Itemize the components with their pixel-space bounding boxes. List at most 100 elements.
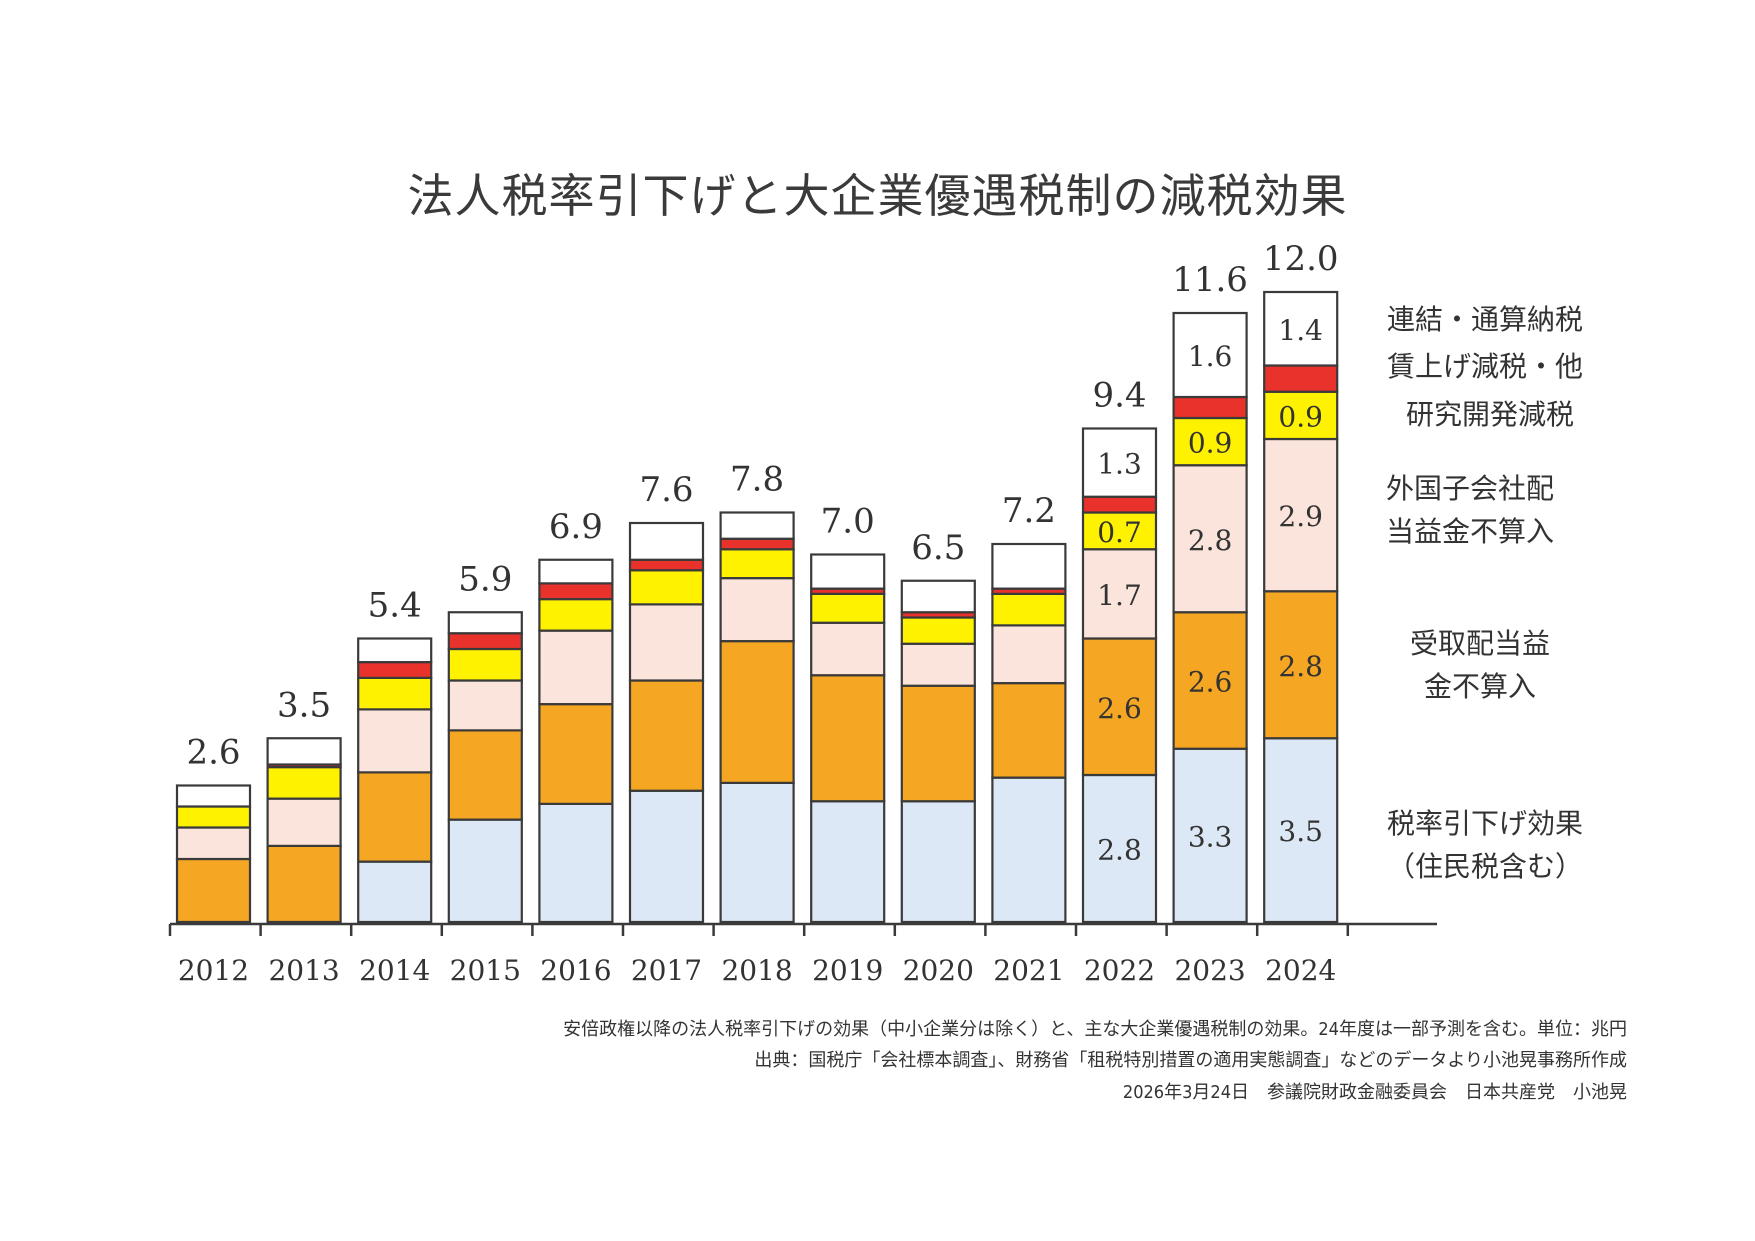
x-tick-label-2018: 2018 [721, 954, 792, 987]
bar-segment-2023-4 [1172, 395, 1248, 420]
legend-consolidated: 連結・通算納税 [1360, 298, 1610, 341]
segment-label-2024-3: 0.9 [1278, 400, 1323, 433]
x-tick-label-2019: 2019 [812, 954, 883, 987]
bar-segment-2022-2 [1081, 548, 1158, 640]
bar-segment-2020-1 [900, 684, 976, 803]
legend-rnd: 研究開発減税 [1365, 393, 1615, 436]
footer-source: 出典：国税庁「会社標本調査」、財務省「租税特別措置の適用実態調査」などのデータよ… [754, 1050, 1627, 1071]
bar-segment-2014-3 [357, 676, 433, 711]
bar-segment-2013-1 [266, 844, 342, 924]
legend-label-rate-2: （住民税含む） [1386, 850, 1583, 883]
bar-segment-2019-1 [810, 674, 886, 803]
bar-segment-2018-0 [719, 781, 795, 924]
segment-label-2022-5: 1.3 [1097, 448, 1142, 481]
bar-segment-2018-1 [719, 640, 795, 784]
bar-segment-2023-1 [1172, 611, 1248, 750]
bar-segment-2022-3 [1081, 511, 1158, 551]
bar-segment-2014-4 [357, 661, 433, 679]
bar-segment-2016-5 [538, 558, 614, 585]
legend-label-consolidated: 連結・通算納税 [1386, 303, 1583, 336]
bar-segment-2018-5 [719, 511, 795, 540]
bar-segment-2012-1 [175, 857, 252, 924]
bar-segment-2018-2 [719, 577, 795, 643]
bar-segment-2019-3 [810, 592, 886, 624]
bar-segment-2014-1 [357, 771, 433, 863]
bar-segment-2020-3 [900, 616, 976, 645]
bar-segment-2016-2 [538, 629, 614, 706]
x-tick-label-2023: 2023 [1174, 954, 1245, 987]
bar-segment-2015-1 [447, 729, 523, 821]
total-label-2023: 11.6 [1172, 260, 1248, 300]
segment-label-2023-2: 2.8 [1188, 524, 1233, 557]
bar-segment-2024-1 [1263, 590, 1339, 740]
bar-segment-2021-2 [991, 624, 1067, 685]
bar-segment-2017-3 [628, 569, 705, 606]
legend-wage: 賃上げ減税・他 [1360, 345, 1610, 388]
bar-segment-2018-4 [719, 537, 795, 551]
footer-credit: 2026年3月24日 参議院財政金融委員会 日本共産党 小池晃 [1122, 1082, 1627, 1103]
legend-label-foreign-2: 当益金不算入 [1385, 515, 1554, 548]
bar-segment-2016-3 [538, 598, 614, 632]
bar-segment-2016-4 [538, 582, 614, 601]
legend-label-rnd: 研究開発減税 [1405, 398, 1574, 431]
bar-segment-2021-3 [991, 592, 1067, 627]
total-label-2017: 7.6 [639, 470, 693, 510]
x-tick-label-2022: 2022 [1084, 954, 1155, 987]
segment-label-2024-5: 1.4 [1278, 314, 1323, 347]
bar-segment-2023-3 [1172, 416, 1248, 467]
bar-segment-2016-1 [538, 703, 614, 805]
x-tick-label-2015: 2015 [450, 954, 521, 987]
bar-segment-2014-2 [357, 708, 433, 774]
bar-segment-2021-0 [991, 776, 1067, 924]
bar-segment-2012-2 [175, 826, 252, 861]
legend-label-dividend-2: 金不算入 [1423, 670, 1536, 703]
bar-segment-2020-0 [900, 800, 976, 924]
bar-segment-2018-3 [719, 548, 795, 580]
bar-segment-2016-0 [538, 802, 614, 924]
legend-label-wage: 賃上げ減税・他 [1386, 350, 1583, 383]
segment-label-2024-2: 2.9 [1278, 500, 1323, 533]
bar-segment-2017-1 [628, 679, 705, 792]
total-label-2016: 6.9 [549, 507, 603, 547]
segment-label-2022-1: 2.6 [1097, 692, 1142, 725]
bar-segment-2019-5 [810, 553, 886, 590]
bar-segment-2024-2 [1263, 437, 1339, 593]
x-tick-label-2020: 2020 [903, 954, 974, 987]
total-label-2021: 7.2 [1002, 491, 1056, 531]
bar-segment-2013-3 [266, 766, 342, 800]
bar-segment-2014-5 [357, 637, 433, 664]
segment-label-2023-0: 3.3 [1188, 820, 1233, 853]
legend-rate: 税率引下げ効果 （住民税含む） [1355, 802, 1615, 888]
bar-segment-2024-4 [1263, 364, 1339, 393]
bar-segment-2022-0 [1081, 773, 1158, 924]
total-label-2014: 5.4 [368, 586, 422, 626]
bar-segment-2015-0 [447, 818, 523, 924]
total-label-2013: 3.5 [277, 685, 331, 725]
total-label-2015: 5.9 [458, 559, 512, 599]
bar-segment-2022-1 [1081, 637, 1158, 777]
bar-segment-2023-2 [1172, 464, 1248, 614]
bar-segment-2024-0 [1263, 737, 1339, 924]
bar-segment-2013-2 [266, 797, 342, 847]
bar-segment-2015-2 [447, 679, 523, 732]
x-tick-label-2014: 2014 [359, 954, 430, 987]
total-label-2024: 12.0 [1263, 239, 1339, 279]
bar-segment-2020-5 [900, 579, 976, 614]
bar-segment-2023-5 [1172, 311, 1248, 399]
bar-segment-2024-3 [1263, 390, 1339, 441]
bar-segment-2022-5 [1081, 427, 1158, 498]
x-tick-label-2012: 2012 [178, 954, 249, 987]
bar-segment-2012-3 [175, 805, 252, 829]
bar-segment-2017-4 [628, 558, 705, 572]
bar-segment-2022-4 [1081, 495, 1158, 514]
legend-foreign: 外国子会社配 当益金不算入 [1350, 467, 1590, 553]
bar-segment-2013-5 [266, 737, 342, 766]
bar-segment-2019-2 [810, 621, 886, 677]
legend-dividend: 受取配当益 金不算入 [1360, 622, 1600, 708]
bar-segment-2015-5 [447, 611, 523, 635]
total-label-2020: 6.5 [911, 528, 965, 568]
bar-segment-2021-5 [991, 542, 1067, 590]
bar-segment-2017-5 [628, 521, 705, 561]
bar-segment-2015-4 [447, 632, 523, 651]
